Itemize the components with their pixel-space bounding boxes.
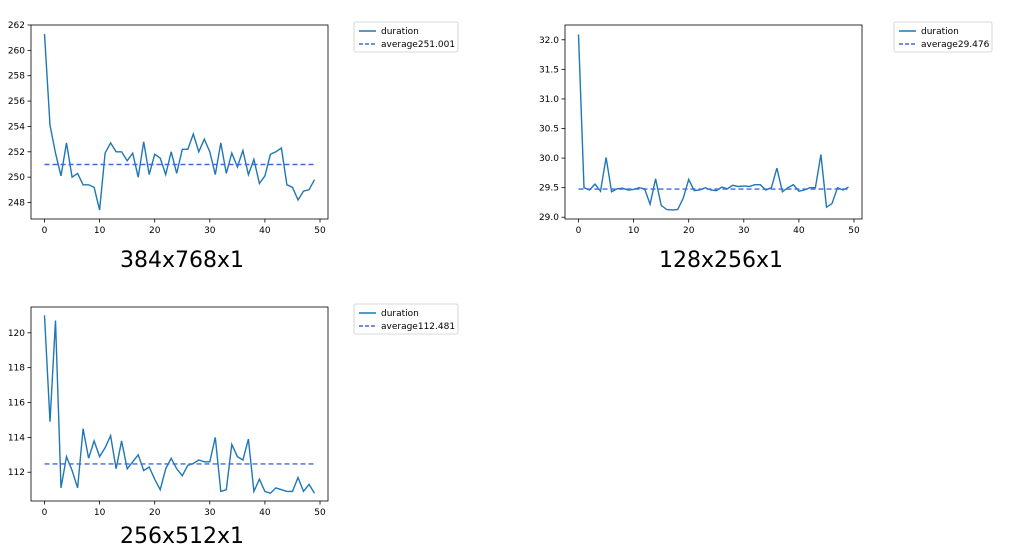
- y-tick-label: 30.5: [539, 125, 559, 135]
- y-tick-label: 248: [8, 199, 25, 209]
- x-tick-label: 30: [204, 226, 216, 236]
- series-line-duration: [43, 33, 316, 211]
- y-tick-label: 262: [8, 21, 25, 31]
- x-tick-label: 50: [314, 226, 326, 236]
- x-tick-label: 10: [94, 508, 106, 518]
- chart-panel-128x256x1: 0 10 20 30 40 50 29.0 29.5 30.0 30.5 31.0 31.5 32.0 d…: [539, 21, 993, 273]
- y-tick-label: 31.5: [539, 65, 559, 75]
- y-tick-label: 118: [8, 364, 25, 374]
- x-tick-label: 50: [848, 226, 860, 236]
- chart-panel-384x768x1: 0 10 20 30 40 50 248 250 252 254 256 258 260 262 durat…: [8, 21, 459, 273]
- legend: duration average112.481: [353, 303, 459, 335]
- legend-label: duration: [921, 27, 959, 37]
- y-tick-label: 260: [8, 46, 25, 56]
- legend-label: average112.481: [381, 322, 455, 332]
- plot-frame: [30, 306, 329, 502]
- plot-frame: [30, 24, 329, 220]
- y-tick-label: 120: [8, 329, 25, 339]
- legend: duration average29.476: [893, 21, 993, 53]
- y-tick-label: 256: [8, 97, 25, 107]
- legend-label: duration: [381, 309, 419, 319]
- legend: duration average251.001: [353, 21, 459, 53]
- y-tick-label: 32.0: [539, 36, 559, 46]
- plot-frame: [564, 24, 863, 220]
- legend-label: average29.476: [921, 40, 990, 50]
- x-tick-label: 30: [204, 508, 216, 518]
- legend-label: duration: [381, 27, 419, 37]
- x-tick-label: 10: [94, 226, 106, 236]
- x-tick-label: 40: [793, 226, 805, 236]
- series-line-duration: [577, 34, 849, 211]
- chart-caption: 256x512x1: [120, 524, 244, 549]
- x-tick-label: 20: [149, 508, 161, 518]
- y-tick-label: 114: [8, 433, 25, 443]
- y-tick-label: 254: [8, 122, 25, 132]
- y-tick-label: 29.5: [539, 184, 559, 194]
- y-tick-label: 31.0: [539, 95, 559, 105]
- x-tick-label: 30: [738, 226, 750, 236]
- x-tick-label: 0: [42, 226, 48, 236]
- x-tick-label: 10: [628, 226, 640, 236]
- legend-box: [353, 21, 459, 53]
- chart-caption: 128x256x1: [659, 248, 783, 273]
- x-tick-label: 0: [42, 508, 48, 518]
- y-tick-label: 29.0: [539, 213, 559, 223]
- y-tick-label: 258: [8, 72, 25, 82]
- y-tick-label: 252: [8, 148, 25, 158]
- x-tick-label: 20: [149, 226, 161, 236]
- x-tick-label: 0: [576, 226, 582, 236]
- x-tick-label: 40: [259, 226, 271, 236]
- series-line-duration: [43, 315, 316, 495]
- x-tick-label: 20: [683, 226, 695, 236]
- legend-label: average251.001: [381, 40, 455, 50]
- y-tick-label: 112: [8, 468, 25, 478]
- y-tick-label: 30.0: [539, 154, 559, 164]
- chart-panel-256x512x1: 0 10 20 30 40 50 112 114 116 118 120 duration averag…: [8, 303, 459, 549]
- chart-caption: 384x768x1: [120, 248, 244, 273]
- legend-box: [353, 303, 459, 335]
- y-tick-label: 116: [8, 399, 25, 409]
- x-tick-label: 40: [259, 508, 271, 518]
- x-tick-label: 50: [314, 508, 326, 518]
- y-tick-label: 250: [8, 173, 25, 183]
- legend-box: [893, 21, 993, 53]
